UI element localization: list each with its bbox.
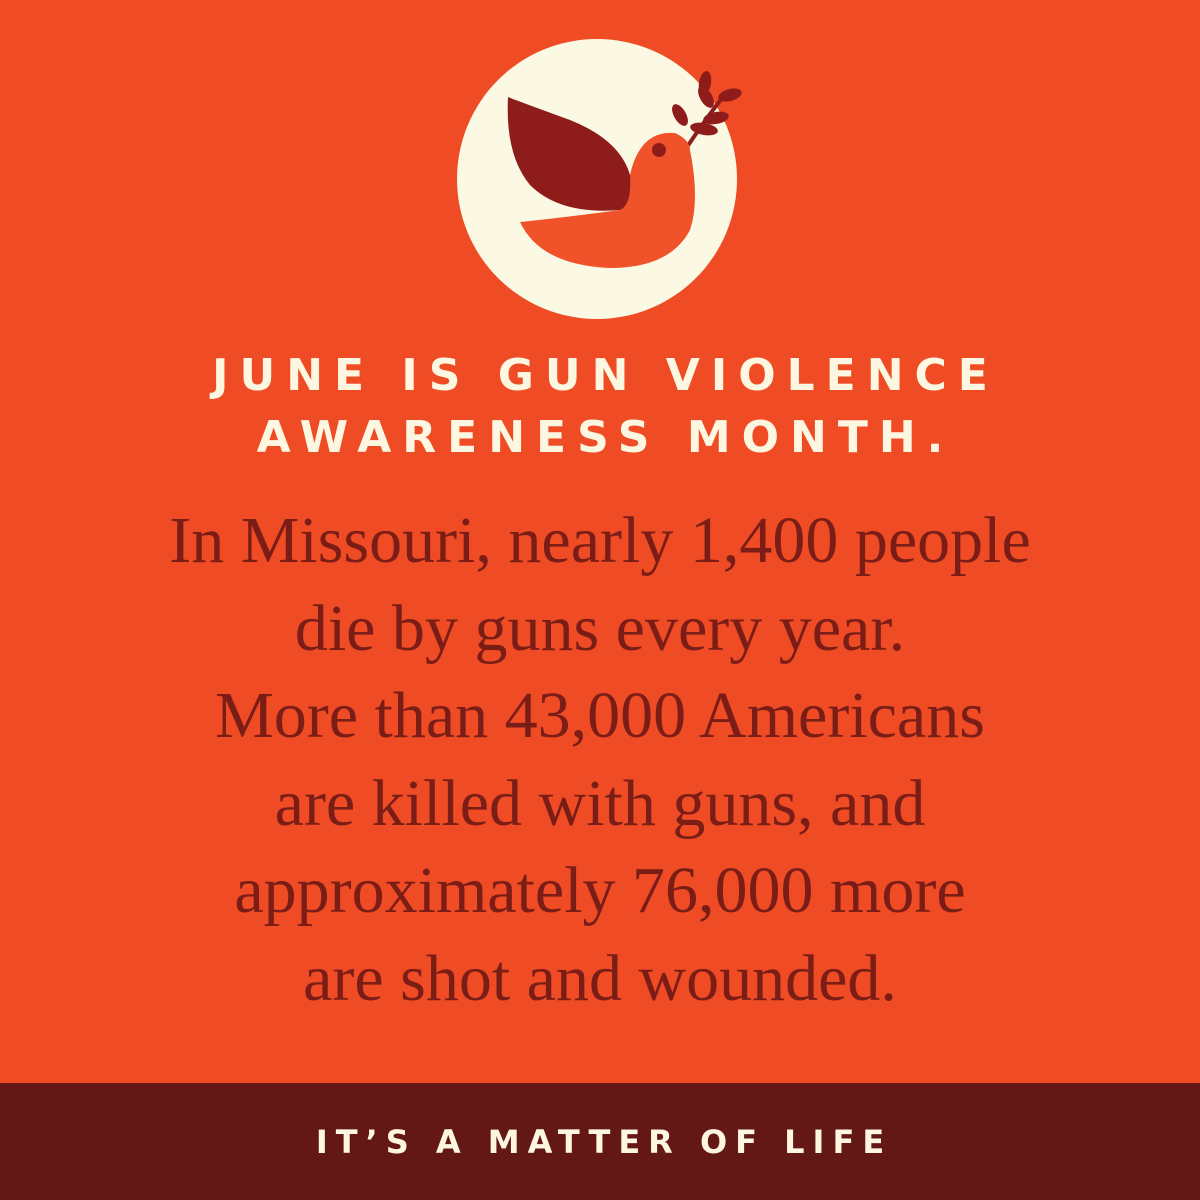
dove-wing — [507, 97, 631, 211]
body-line: In Missouri, nearly 1,400 people — [169, 504, 1031, 577]
body-line: are shot and wounded. — [303, 941, 897, 1015]
dove-eye — [652, 143, 666, 157]
body-line: More than 43,000 Americans — [215, 679, 985, 752]
dove-logo — [457, 39, 742, 319]
dove-body — [520, 132, 695, 268]
footer-tagline: IT’S A MATTER OF LIFE — [315, 1122, 893, 1161]
headline: JUNE IS GUN VIOLENCE AWARENESS MONTH. — [0, 345, 1200, 469]
olive-branch-icon — [672, 71, 742, 152]
body-text: In Missouri, nearly 1,400 people die by … — [0, 497, 1200, 1022]
headline-line: JUNE IS GUN VIOLENCE — [212, 350, 999, 401]
headline-line: AWARENESS MONTH. — [256, 412, 955, 463]
body-line: approximately 76,000 more — [234, 854, 966, 927]
body-line: die by guns every year. — [294, 591, 906, 665]
footer-banner: IT’S A MATTER OF LIFE — [0, 1083, 1200, 1200]
body-line: are killed with guns, and — [274, 766, 926, 840]
